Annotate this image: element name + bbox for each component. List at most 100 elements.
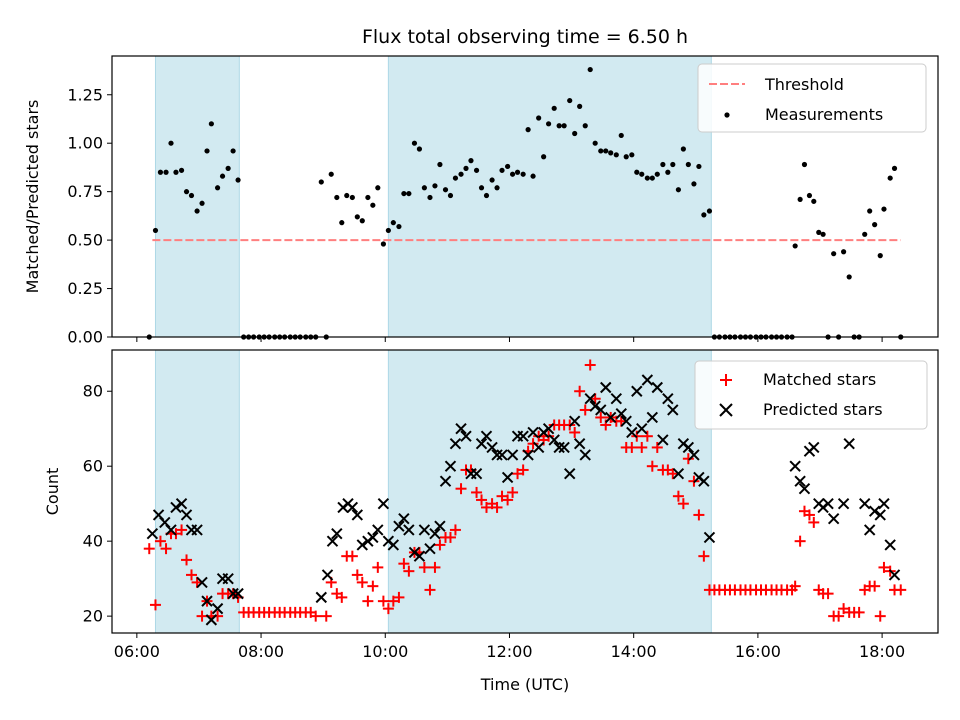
predicted-star-point (688, 449, 700, 461)
matched-star-point (636, 441, 648, 453)
matched-star-point (372, 561, 384, 573)
predicted-star-point (201, 595, 213, 607)
chart-title: Flux total observing time = 6.50 h (362, 26, 688, 48)
matched-star-point (626, 441, 638, 453)
measurement-point (396, 223, 402, 230)
predicted-star-point (620, 415, 632, 427)
xtick-label: 18:00 (859, 642, 905, 661)
predicted-star-point (874, 509, 886, 521)
measurement-point (696, 163, 702, 170)
measurement-point (344, 192, 350, 199)
measurement-point (608, 150, 614, 156)
measurement-point (365, 194, 371, 201)
predicted-star-point (573, 438, 586, 450)
predicted-star-point (398, 512, 410, 525)
predicted-star-point (636, 423, 648, 435)
bottom-legend-frame (694, 360, 928, 430)
predicted-star-point (475, 438, 488, 450)
measurement-point (334, 194, 340, 201)
measurement-point (831, 251, 837, 257)
top-legend-frame (697, 63, 927, 133)
top-panel-shaded-intervals (154, 55, 712, 338)
matched-star-point (874, 610, 886, 622)
legend-measurements-label: Measurements (765, 105, 883, 124)
matched-star-point (517, 464, 529, 476)
measurement-point (806, 192, 813, 199)
matched-star-point (808, 516, 820, 528)
measurement-point (841, 249, 847, 255)
predicted-star-point (480, 430, 493, 442)
measurement-point (670, 161, 676, 168)
measurement-point (654, 171, 660, 177)
measurement-point (536, 115, 542, 121)
predicted-star-point (595, 404, 607, 416)
measurement-point (421, 185, 427, 191)
measurement-point (390, 220, 396, 226)
measurement-point (649, 175, 655, 181)
predicted-star-point (631, 385, 643, 397)
measurement-point (468, 158, 474, 164)
measurement-point (872, 222, 878, 228)
predicted-star-point (211, 602, 224, 615)
measurement-point (489, 177, 495, 183)
predicted-star-point (191, 524, 203, 536)
measurement-point (437, 161, 443, 168)
measurement-point (509, 171, 516, 177)
measurement-point (811, 198, 817, 204)
measurement-point (432, 183, 438, 189)
predicted-star-point (351, 509, 364, 521)
predicted-star-point (403, 524, 415, 536)
top-ytick-label: 1.25 (67, 85, 103, 104)
matched-star-point (185, 569, 197, 581)
matched-star-point (176, 524, 188, 536)
measurement-point (660, 161, 666, 168)
xtick-label: 16:00 (735, 642, 781, 661)
bottom-ytick-label: 60 (83, 457, 103, 476)
measurement-point (442, 187, 449, 193)
predicted-star-point (439, 475, 452, 487)
measurement-point (891, 165, 898, 171)
measurement-point (546, 121, 552, 127)
matched-star-point (789, 580, 801, 592)
measurement-point (530, 173, 536, 179)
predicted-star-point (558, 441, 570, 454)
bottom-panel-ylabel: Count (43, 468, 62, 516)
matched-star-point (387, 595, 399, 607)
bottom-panel: 20 40 60 80 06:00 08:00 10:00 12:00 14:00 16:00 18… (43, 349, 939, 694)
matched-star-point (160, 543, 172, 555)
predicted-star-point (822, 497, 834, 510)
top-ytick-label: 0.75 (67, 182, 103, 201)
measurement-point (152, 227, 159, 234)
measurement-point (644, 175, 650, 181)
predicted-star-point (584, 393, 596, 405)
measurement-point (328, 171, 334, 177)
measurement-point (385, 227, 391, 234)
predicted-star-point (321, 569, 334, 581)
matched-star-point (574, 385, 586, 397)
matched-star-point (154, 535, 166, 547)
matched-star-point (429, 561, 441, 573)
xtick-label: 06:00 (114, 642, 160, 661)
matched-star-point (838, 603, 850, 615)
predicted-star-point (789, 460, 801, 472)
measurement-point (567, 97, 573, 104)
matched-star-point (471, 486, 483, 498)
predicted-star-point (517, 430, 529, 442)
top-ytick-label: 0.00 (67, 328, 103, 347)
measurement-point (188, 192, 195, 199)
predicted-star-point (444, 460, 457, 472)
top-panel-ylabel: Matched/Predicted stars (23, 100, 42, 294)
bottom-ytick-label: 80 (83, 382, 103, 401)
measurement-point (208, 121, 214, 127)
matched-star-point (418, 561, 430, 573)
predicted-star-point (863, 524, 876, 536)
predicted-star-point (859, 497, 871, 510)
predicted-star-point (808, 441, 820, 454)
measurement-point (592, 140, 598, 146)
bottom-panel-legend: Matched stars Predicted stars (694, 360, 928, 430)
measurement-point (235, 177, 241, 183)
predicted-star-point (878, 497, 890, 510)
predicted-star-point (424, 542, 436, 555)
measurement-point (452, 175, 459, 181)
predicted-star-point (532, 441, 545, 454)
